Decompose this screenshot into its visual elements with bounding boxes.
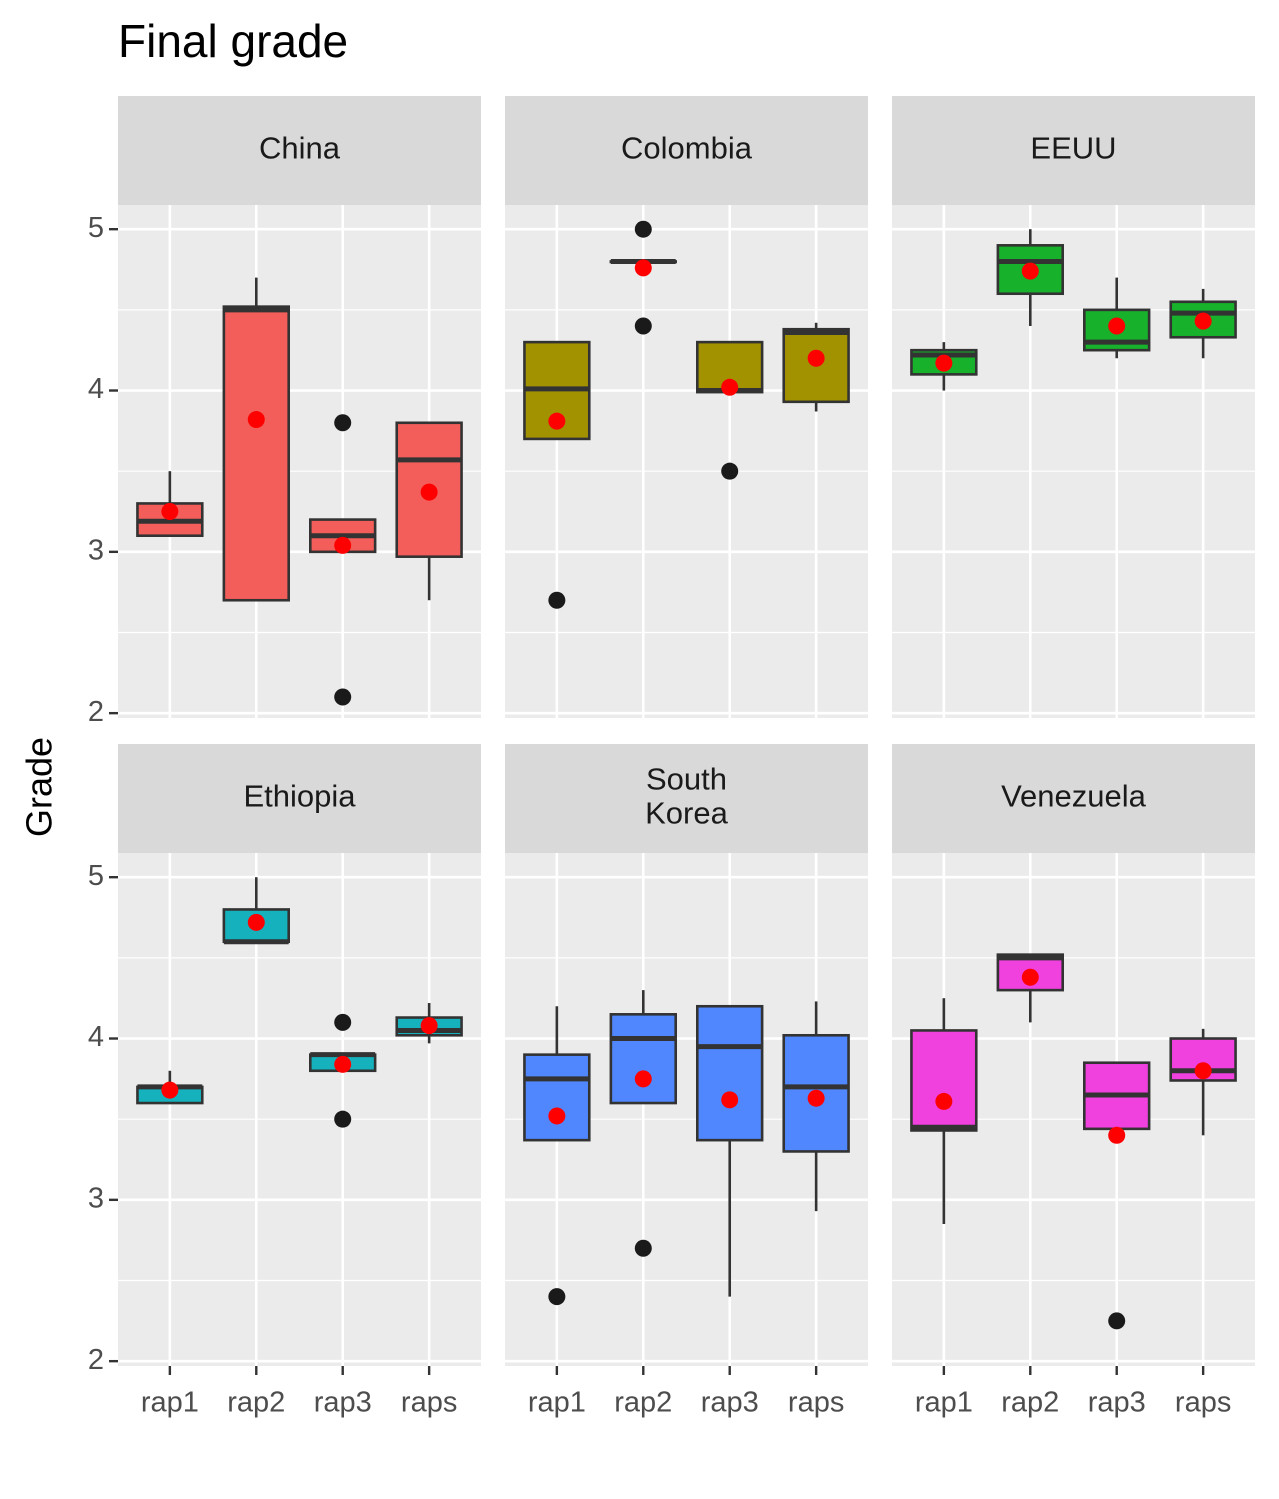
mean-point — [1021, 262, 1039, 280]
y-tick-label: 5 — [88, 860, 104, 892]
mean-point — [247, 913, 265, 931]
y-tick-label: 3 — [88, 534, 104, 566]
x-tick-label: rap1 — [915, 1387, 973, 1419]
mean-point — [420, 1017, 438, 1035]
mean-point — [548, 412, 566, 430]
x-tick-label: rap3 — [1088, 1387, 1146, 1419]
strip-label: EEUU — [1030, 131, 1116, 166]
strip-label: South Korea — [645, 762, 728, 831]
outlier — [1108, 1312, 1126, 1330]
mean-point — [634, 1070, 652, 1088]
x-tick-label: raps — [788, 1387, 844, 1419]
outlier — [634, 317, 652, 335]
x-tick-label: rap3 — [314, 1387, 372, 1419]
outlier — [634, 1239, 652, 1257]
panel-background — [118, 853, 481, 1366]
mean-point — [1108, 317, 1126, 335]
outlier — [334, 688, 352, 706]
mean-point — [721, 1091, 739, 1109]
box — [222, 305, 290, 602]
x-tick-label: rap2 — [1001, 1387, 1059, 1419]
outlier — [548, 1288, 566, 1306]
outlier — [548, 591, 566, 609]
x-tick-label: rap2 — [227, 1387, 285, 1419]
mean-point — [935, 1092, 953, 1110]
mean-point — [334, 536, 352, 554]
mean-point — [548, 1107, 566, 1125]
mean-point — [1194, 1062, 1212, 1080]
strip — [118, 744, 481, 853]
outlier — [634, 220, 652, 238]
mean-point — [334, 1055, 352, 1073]
strip-label: Ethiopia — [243, 779, 356, 814]
mean-point — [1194, 312, 1212, 330]
outlier — [334, 1110, 352, 1128]
strip — [118, 96, 481, 205]
strip-label: China — [259, 131, 341, 166]
strip-label: Venezuela — [1001, 779, 1147, 814]
mean-point — [1108, 1126, 1126, 1144]
y-tick-label: 5 — [88, 212, 104, 244]
mean-point — [807, 349, 825, 367]
x-tick-label: rap3 — [701, 1387, 759, 1419]
y-tick-label: 3 — [88, 1182, 104, 1214]
mean-point — [420, 483, 438, 501]
x-tick-label: rap2 — [614, 1387, 672, 1419]
y-tick-label: 2 — [88, 696, 104, 728]
mean-point — [935, 354, 953, 372]
strip — [505, 96, 868, 205]
mean-point — [634, 259, 652, 277]
box — [782, 1033, 850, 1153]
strip — [505, 744, 868, 853]
mean-point — [161, 1081, 179, 1099]
x-tick-label: raps — [1175, 1387, 1231, 1419]
x-tick-label: rap1 — [141, 1387, 199, 1419]
strip-label: Colombia — [621, 131, 753, 166]
outlier — [334, 414, 352, 432]
x-tick-label: raps — [401, 1387, 457, 1419]
outlier — [721, 462, 739, 480]
strip — [892, 744, 1255, 853]
chart-title: Final grade — [118, 15, 348, 67]
outlier — [334, 1013, 352, 1031]
mean-point — [247, 411, 265, 429]
y-axis-label: Grade — [19, 737, 60, 837]
panel-background — [892, 205, 1255, 718]
strip — [892, 96, 1255, 205]
box — [609, 1013, 677, 1105]
box — [910, 1029, 978, 1132]
y-tick-label: 4 — [88, 1021, 104, 1053]
mean-point — [161, 503, 179, 521]
y-tick-label: 2 — [88, 1344, 104, 1376]
box — [696, 1004, 764, 1142]
y-tick-label: 4 — [88, 373, 104, 405]
mean-point — [721, 378, 739, 396]
panel-background — [505, 205, 868, 718]
mean-point — [1021, 968, 1039, 986]
mean-point — [807, 1089, 825, 1107]
box — [523, 1053, 591, 1142]
x-tick-label: rap1 — [528, 1387, 586, 1419]
